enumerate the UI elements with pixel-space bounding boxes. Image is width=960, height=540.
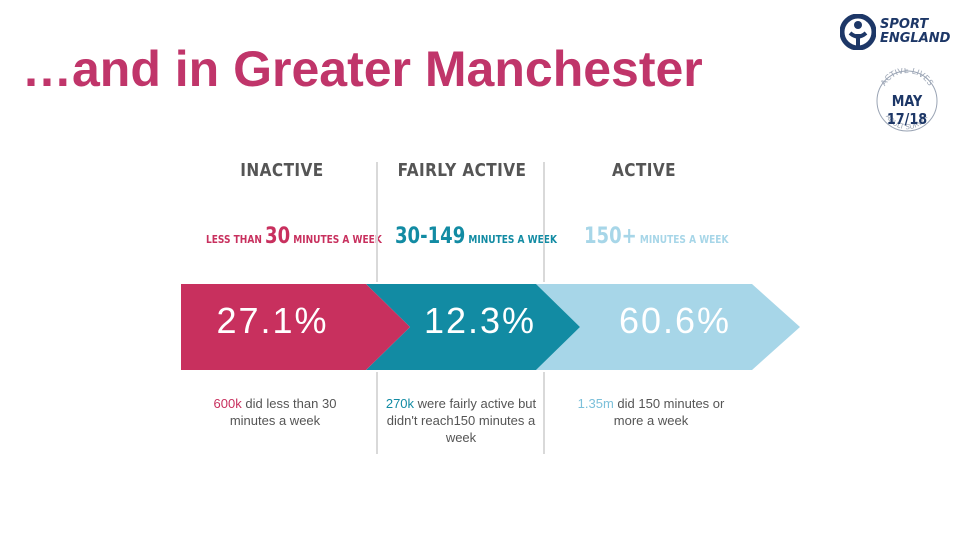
badge-date: MAY 17/18	[886, 92, 928, 128]
divider-bottom-1	[376, 372, 378, 454]
description-inactive: 600k did less than 30 minutes a week	[213, 396, 337, 428]
subheading-fairly-active: 30-149 MINUTES A WEEK	[395, 224, 557, 249]
subheading-active: 150+ MINUTES A WEEK	[584, 224, 729, 249]
description-fairly-active: 270k were fairly active but didn't reach…	[385, 396, 537, 445]
heading-fairly-active: FAIRLY ACTIVE	[397, 160, 527, 181]
active-lives-badge: ACTIVE LIVES ADULT SURVEY MAY 17/18	[870, 68, 944, 134]
logo-line-england: ENGLAND	[880, 31, 951, 46]
description-active: 1.35m did 150 minutes or more a week	[577, 396, 725, 428]
divider-top-2	[543, 162, 545, 282]
logo-line-sport: SPORT	[880, 17, 929, 32]
sport-england-emblem-icon	[840, 14, 876, 50]
arrow-segment-inactive	[181, 284, 410, 370]
stat-inactive-count: 600k	[213, 396, 242, 411]
percent-inactive: 27.1%	[216, 300, 329, 341]
slide-title: …and in Greater Manchester	[22, 41, 703, 97]
arrow-segment-active	[536, 284, 800, 370]
divider-top-1	[376, 162, 378, 282]
subheading-inactive: LESS THAN 30 MINUTES A WEEK	[206, 224, 382, 249]
arrow-segment-fairly-active	[366, 284, 580, 370]
stat-active-count: 1.35m	[577, 396, 614, 411]
heading-inactive: INACTIVE	[240, 160, 324, 181]
sport-england-logo: SPORT ENGLAND	[840, 14, 950, 50]
percent-fairly-active: 12.3%	[423, 300, 537, 341]
divider-bottom-2	[543, 372, 545, 454]
badge-ring-icon: ACTIVE LIVES ADULT SURVEY	[876, 68, 938, 132]
percent-active: 60.6%	[618, 300, 732, 341]
stat-fairly-active-count: 270k	[385, 396, 415, 411]
heading-active: ACTIVE	[611, 160, 677, 181]
